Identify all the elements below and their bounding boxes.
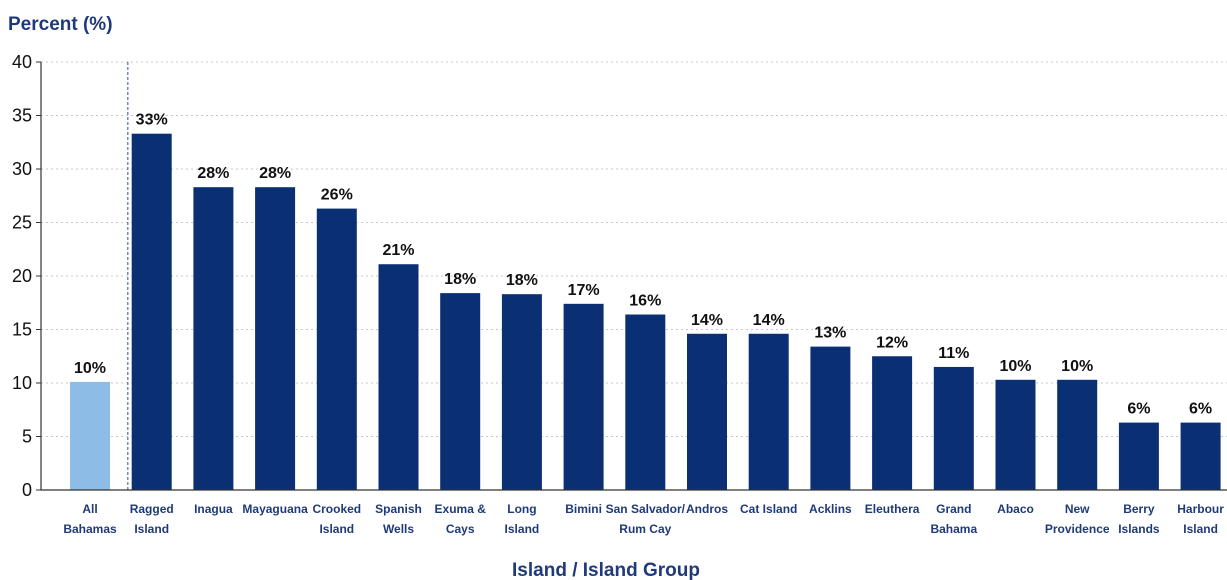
data-label: 33% xyxy=(136,112,168,129)
y-tick-label: 30 xyxy=(12,159,32,179)
category-label: Island xyxy=(319,522,354,536)
category-label: Cat Island xyxy=(740,502,797,516)
data-label: 17% xyxy=(568,282,600,299)
y-tick-label: 35 xyxy=(12,106,32,126)
data-label: 16% xyxy=(629,293,661,310)
data-label: 28% xyxy=(197,165,229,182)
y-tick-label: 15 xyxy=(12,320,32,340)
category-label: Bimini xyxy=(565,502,602,516)
bar xyxy=(1057,379,1098,490)
data-label: 14% xyxy=(753,312,785,329)
bar xyxy=(255,187,296,490)
data-labels: 10% 33% 28% 28% 26% 21% 18% 18% 17% 16% 14% 14% 13% 1… xyxy=(74,112,1212,418)
category-label: Island xyxy=(134,522,169,536)
y-tick-label: 20 xyxy=(12,266,32,286)
data-label: 10% xyxy=(1061,358,1093,375)
category-label: New xyxy=(1065,502,1090,516)
category-label: Berry xyxy=(1123,502,1155,516)
data-label: 6% xyxy=(1127,401,1150,418)
category-label: Spanish xyxy=(375,502,422,516)
bar xyxy=(440,293,481,490)
category-label: Island xyxy=(1183,522,1218,536)
data-label: 18% xyxy=(506,272,538,289)
data-label: 26% xyxy=(321,187,353,204)
category-labels: All Bahamas Ragged Island Inagua Mayaguana Cro… xyxy=(63,502,1224,536)
bar xyxy=(193,187,234,490)
bar xyxy=(625,314,666,490)
category-label: Ragged xyxy=(130,502,174,516)
y-tick-label: 0 xyxy=(22,480,32,500)
y-axis-ticks: 0 5 10 15 20 25 30 35 40 xyxy=(12,52,41,500)
data-label: 10% xyxy=(999,358,1031,375)
category-label: Andros xyxy=(686,502,728,516)
bar xyxy=(131,133,172,490)
x-axis-title: Island / Island Group xyxy=(512,560,700,580)
bars xyxy=(70,133,1221,490)
data-label: 18% xyxy=(444,271,476,288)
category-label: All xyxy=(82,502,97,516)
category-label: Harbour xyxy=(1177,502,1224,516)
bar xyxy=(70,381,110,490)
category-label: Rum Cay xyxy=(619,522,671,536)
category-label: Islands xyxy=(1118,522,1160,536)
data-label: 12% xyxy=(876,334,908,351)
y-tick-label: 10 xyxy=(12,373,32,393)
bar xyxy=(748,333,789,490)
category-label: Acklins xyxy=(809,502,852,516)
category-label: Mayaguana xyxy=(242,502,308,516)
category-label: Crooked xyxy=(312,502,361,516)
data-label: 11% xyxy=(938,345,969,362)
bar xyxy=(501,294,542,490)
y-tick-label: 40 xyxy=(12,52,32,72)
category-label: Abaco xyxy=(997,502,1034,516)
category-label: Exuma & xyxy=(435,502,487,516)
y-axis-title: Percent (%) xyxy=(8,14,113,35)
bar xyxy=(1180,422,1221,490)
data-label: 6% xyxy=(1189,401,1212,418)
bar xyxy=(872,356,913,490)
y-tick-label: 5 xyxy=(22,427,32,447)
bar xyxy=(810,346,851,490)
data-label: 13% xyxy=(814,325,846,342)
data-label: 28% xyxy=(259,165,291,182)
category-label: Eleuthera xyxy=(865,502,920,516)
bar xyxy=(933,366,974,490)
category-label: Wells xyxy=(383,522,414,536)
bar xyxy=(687,333,727,490)
category-label: Bahamas xyxy=(63,522,117,536)
bar xyxy=(995,379,1036,490)
category-label: Bahama xyxy=(930,522,977,536)
bar xyxy=(1118,422,1159,490)
bar xyxy=(378,264,419,490)
bar xyxy=(316,208,357,490)
category-label: Island xyxy=(505,522,540,536)
category-label: Inagua xyxy=(194,502,233,516)
bar xyxy=(563,303,604,490)
y-tick-label: 25 xyxy=(12,213,32,233)
category-label: Cays xyxy=(446,522,475,536)
category-label: Long xyxy=(507,502,536,516)
category-label: San Salvador/ xyxy=(606,502,686,516)
data-label: 21% xyxy=(382,242,414,259)
data-label: 14% xyxy=(691,312,723,329)
category-label: Providence xyxy=(1045,522,1110,536)
data-label: 10% xyxy=(74,360,106,377)
category-label: Grand xyxy=(936,502,971,516)
